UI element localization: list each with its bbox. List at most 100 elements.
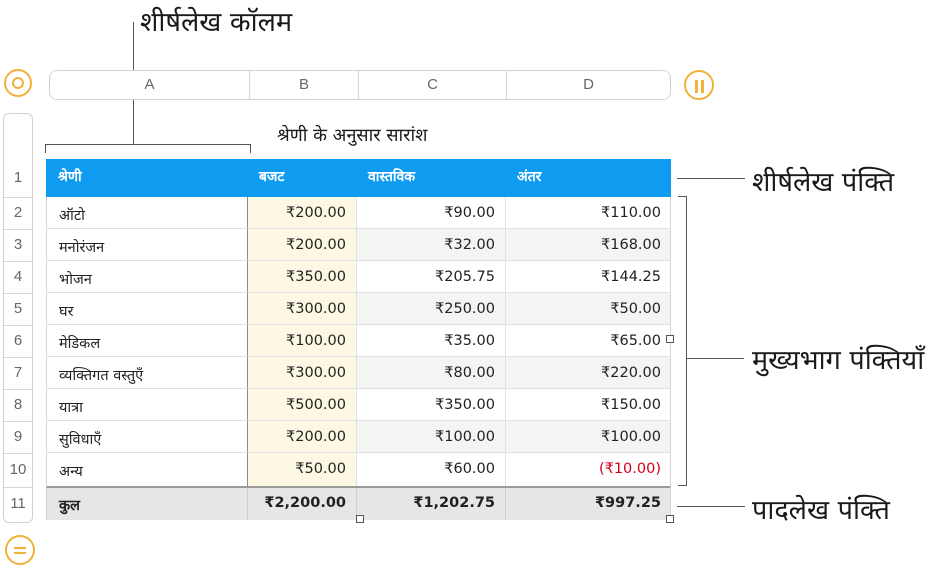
header-cell[interactable]: श्रेणी (46, 159, 247, 197)
value-cell[interactable]: ₹200.00 (247, 421, 356, 453)
row-number[interactable]: 6 (13, 332, 23, 349)
cell-text: ₹200.00 (286, 237, 346, 253)
resize-handle[interactable] (666, 515, 674, 523)
column-letter[interactable]: D (583, 76, 594, 93)
category-cell[interactable]: व्यक्तिगत वस्तुएँ (46, 357, 247, 389)
value-cell[interactable]: ₹350.00 (356, 389, 505, 421)
cell-text: ₹110.00 (601, 205, 661, 221)
category-cell[interactable]: मनोरंजन (46, 229, 247, 261)
row-number[interactable]: 11 (10, 494, 26, 512)
row-number[interactable]: 2 (13, 204, 23, 221)
cell-text: मनोरंजन (59, 240, 105, 256)
cell-text: ₹200.00 (286, 429, 346, 445)
cell-text: ₹350.00 (286, 269, 346, 285)
cell-text: वास्तविक (368, 169, 415, 185)
value-cell[interactable]: ₹110.00 (505, 197, 671, 229)
value-cell[interactable]: ₹100.00 (505, 421, 671, 453)
value-cell[interactable]: ₹150.00 (505, 389, 671, 421)
row-number[interactable]: 4 (13, 268, 23, 285)
cell-text: ₹100.00 (601, 429, 661, 445)
cell-text: ₹350.00 (435, 397, 495, 413)
cell-text: भोजन (59, 272, 92, 288)
footer-cell[interactable]: ₹997.25 (505, 487, 671, 520)
category-cell[interactable]: अन्य (46, 453, 247, 487)
table-menu-icon[interactable] (5, 535, 35, 565)
cell-text: ऑटो (59, 208, 85, 224)
cell-text: ₹150.00 (601, 397, 661, 413)
category-cell[interactable]: मेडिकल (46, 325, 247, 357)
value-cell[interactable]: ₹50.00 (505, 293, 671, 325)
cell-text: ₹300.00 (286, 301, 346, 317)
column-header-bar[interactable]: A B C D (49, 70, 671, 100)
table-select-icon[interactable] (4, 69, 32, 97)
value-cell[interactable]: ₹100.00 (356, 421, 505, 453)
cell-text: ₹500.00 (286, 397, 346, 413)
cell-text: अन्य (59, 464, 83, 480)
value-cell[interactable]: ₹200.00 (247, 197, 356, 229)
header-cell[interactable]: वास्तविक (356, 159, 505, 197)
cell-text: ₹50.00 (295, 461, 346, 477)
category-cell[interactable]: घर (46, 293, 247, 325)
cell-text: ₹300.00 (286, 365, 346, 381)
cell-text: घर (59, 304, 74, 320)
value-cell[interactable]: ₹300.00 (247, 293, 356, 325)
cell-text: बजट (259, 169, 285, 185)
cell-text: ₹90.00 (444, 205, 495, 221)
callout-line (677, 506, 745, 507)
callout-body-rows: मुख्यभाग पंक्तियाँ (752, 345, 925, 376)
value-cell[interactable]: ₹500.00 (247, 389, 356, 421)
resize-handle[interactable] (356, 515, 364, 523)
value-cell[interactable]: ₹65.00 (505, 325, 671, 357)
cell-text: अंतर (517, 169, 542, 185)
value-cell[interactable]: ₹200.00 (247, 229, 356, 261)
category-cell[interactable]: भोजन (46, 261, 247, 293)
value-cell[interactable]: ₹90.00 (356, 197, 505, 229)
row-number[interactable]: 9 (13, 428, 23, 445)
value-cell[interactable]: ₹35.00 (356, 325, 505, 357)
footer-cell[interactable]: ₹2,200.00 (247, 487, 356, 520)
category-cell[interactable]: यात्रा (46, 389, 247, 421)
value-cell[interactable]: ₹168.00 (505, 229, 671, 261)
footer-cell[interactable]: ₹1,202.75 (356, 487, 505, 520)
callout-header-row: शीर्षलेख पंक्ति (752, 167, 895, 198)
row-number[interactable]: 7 (13, 364, 23, 381)
cell-text: ₹220.00 (601, 365, 661, 381)
value-cell[interactable]: ₹80.00 (356, 357, 505, 389)
value-cell[interactable]: (₹10.00) (505, 453, 671, 487)
value-cell[interactable]: ₹300.00 (247, 357, 356, 389)
cell-text: कुल (59, 498, 80, 514)
value-cell[interactable]: ₹60.00 (356, 453, 505, 487)
column-letter[interactable]: C (427, 76, 438, 93)
row-number[interactable]: 10 (9, 461, 27, 478)
cell-text: ₹35.00 (444, 333, 495, 349)
header-cell[interactable]: बजट (247, 159, 356, 197)
value-cell[interactable]: ₹220.00 (505, 357, 671, 389)
row-number[interactable]: 8 (13, 396, 23, 413)
value-cell[interactable]: ₹250.00 (356, 293, 505, 325)
header-cell[interactable]: अंतर (505, 159, 671, 197)
value-cell[interactable]: ₹205.75 (356, 261, 505, 293)
row-number[interactable]: 3 (13, 236, 23, 253)
row-header-bar[interactable] (3, 113, 33, 523)
row-number[interactable]: 1 (13, 169, 23, 186)
value-cell[interactable]: ₹100.00 (247, 325, 356, 357)
cell-text: (₹10.00) (598, 461, 661, 477)
column-letter[interactable]: A (144, 76, 155, 93)
footer-cell[interactable]: कुल (46, 487, 247, 520)
value-cell[interactable]: ₹144.25 (505, 261, 671, 293)
value-cell[interactable]: ₹350.00 (247, 261, 356, 293)
cell-text: ₹80.00 (444, 365, 495, 381)
cell-text: ₹32.00 (444, 237, 495, 253)
category-cell[interactable]: ऑटो (46, 197, 247, 229)
cell-text: ₹200.00 (286, 205, 346, 221)
resize-handle[interactable] (666, 335, 674, 343)
value-cell[interactable]: ₹32.00 (356, 229, 505, 261)
row-number[interactable]: 5 (13, 300, 23, 317)
callout-line (677, 178, 745, 179)
category-cell[interactable]: सुविधाएँ (46, 421, 247, 453)
callout-header-column: शीर्षलेख कॉलम (140, 7, 293, 38)
column-letter[interactable]: B (298, 76, 309, 93)
cell-text: ₹2,200.00 (264, 495, 346, 511)
freeze-columns-icon[interactable] (684, 70, 714, 100)
value-cell[interactable]: ₹50.00 (247, 453, 356, 487)
